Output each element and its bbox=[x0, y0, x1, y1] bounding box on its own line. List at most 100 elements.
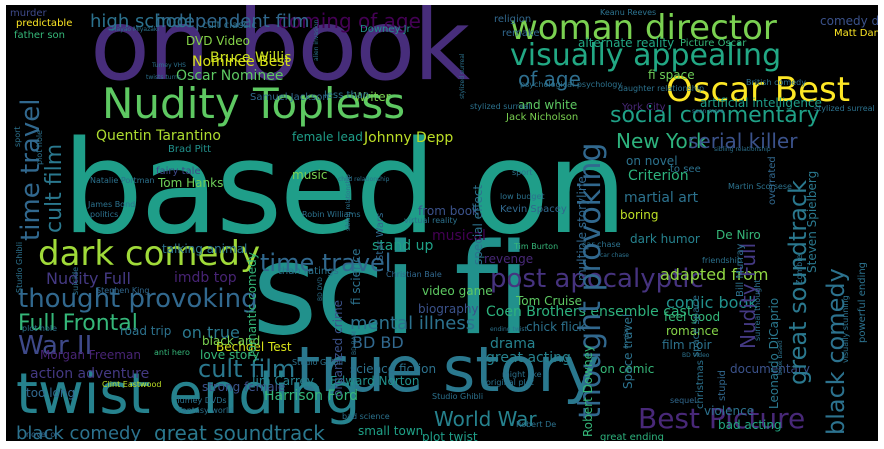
word-musical: black and bbox=[202, 334, 261, 348]
word-virtual-reality: virtual reality bbox=[404, 216, 458, 225]
word-video-game: Edward Norton bbox=[330, 374, 420, 388]
word-bruce-willis: BD BD bbox=[352, 333, 404, 352]
word-road-trip: small town bbox=[358, 424, 424, 438]
word-robert-de: sequel bbox=[670, 396, 697, 405]
word-overrated: stupid bbox=[717, 370, 728, 401]
word-on-comic: Tom Cruise bbox=[516, 294, 583, 308]
word-science-fiction: action adventure bbox=[30, 366, 150, 382]
word-remake: York City bbox=[622, 102, 666, 113]
word-harrison-ford: documentary bbox=[730, 362, 810, 376]
word-politics: plot hole bbox=[22, 324, 57, 333]
word-than-ratings: suicide bbox=[71, 266, 80, 295]
word-boring: musical bbox=[432, 228, 486, 244]
word-artificial-intelligence: Johnny Depp bbox=[364, 130, 454, 146]
word-predictable: music bbox=[292, 168, 328, 182]
word-nudity-topless: Nudity Topless bbox=[102, 79, 406, 128]
word-criterion: stand up bbox=[372, 238, 434, 254]
word-space-travel: Space travel bbox=[621, 313, 635, 389]
word-post-apocalyptic: thought provoking bbox=[18, 284, 258, 314]
word-documentary: drama bbox=[490, 336, 536, 352]
word-full-frontal: black comedy bbox=[16, 423, 142, 442]
word-car-chase: stylized surreal bbox=[814, 104, 875, 113]
word-stupid: christmas bbox=[695, 360, 706, 409]
word-cloud: based on sci fi on book true story twist… bbox=[6, 5, 878, 441]
word-time-travel: time travel bbox=[16, 98, 46, 241]
word-robin-williams: Stephen King bbox=[96, 286, 150, 295]
word-bd-video: might like bbox=[502, 370, 542, 379]
word-brit-comedy: stylized surreal bbox=[470, 102, 531, 111]
word-daughter-rel: Keanu Reeves bbox=[600, 8, 657, 17]
word-novel-or: overrated bbox=[767, 156, 778, 205]
word-zombie: BD Video bbox=[682, 352, 710, 359]
word-clint-eastwood: novel or bbox=[26, 430, 59, 439]
word-martial-art: revenge bbox=[484, 252, 534, 266]
word-stephen-king: Clint Eastwood bbox=[102, 380, 162, 389]
word-on-book: on book bbox=[90, 5, 470, 103]
word-martin-scorsese: Christian Bale bbox=[386, 270, 442, 279]
word-natalie-portman: plot hole bbox=[35, 130, 44, 165]
word-original-plot: Fantasy world bbox=[178, 406, 234, 415]
word-bd-bd: high school bbox=[90, 11, 193, 32]
word-james-bond: Studio Ghibli bbox=[15, 241, 24, 293]
word-twist-ending: twist ending bbox=[16, 362, 361, 427]
word-bill-murray: Bill Murray bbox=[735, 243, 746, 297]
word-less-than: Brad Pitt bbox=[168, 144, 212, 155]
word-tim-burton: Robin Williams bbox=[302, 210, 361, 219]
word-sequel: space space bbox=[691, 295, 702, 357]
word-bad-acting: feel good bbox=[664, 310, 721, 324]
word-special-effect: special effect bbox=[471, 184, 485, 265]
word-revenge: love story bbox=[200, 348, 260, 362]
word-bd-ram: Tumey VHS bbox=[152, 62, 186, 69]
word-female-lead: dark humor bbox=[630, 232, 700, 246]
word-child-rel: BD RAM bbox=[351, 331, 358, 355]
word-bd-dvd: twists turns bbox=[146, 74, 181, 81]
word-war-ii: New York bbox=[616, 129, 708, 153]
word-world-war: post apocalyptic bbox=[490, 264, 704, 294]
word-bad-science: Robert De bbox=[516, 420, 557, 429]
word-christian-bale: Star Wars bbox=[375, 212, 386, 261]
word-fairy-tale: martial art bbox=[624, 190, 699, 206]
word-test-fail: cult classic bbox=[202, 20, 257, 31]
word-chick-flick: science fiction bbox=[350, 362, 437, 376]
word-alternate-reality: Quentin Tarantino bbox=[96, 128, 221, 144]
word-anti-hero: bad science bbox=[342, 412, 390, 421]
word-book-based: child relationship bbox=[338, 176, 390, 183]
word-dark-humor: chick flick bbox=[526, 320, 586, 334]
word-oscar-best: Oscar Best bbox=[666, 70, 851, 110]
word-comic-book: independent film bbox=[156, 11, 310, 32]
word-kidnapping: Martin Scorsese bbox=[728, 182, 792, 191]
word-to-see: Criterion bbox=[628, 168, 689, 184]
word-bechdel-test: Harrison Ford bbox=[264, 388, 358, 404]
word-independent-film: coming of age bbox=[278, 9, 421, 33]
word-woman-director: woman director bbox=[510, 8, 777, 48]
word-sibling-rel: book based bbox=[777, 340, 784, 375]
word-fi-science: fi science bbox=[349, 248, 363, 305]
word-religion: Jack Nicholson bbox=[506, 112, 579, 123]
word-adapted-from: Full Frontal bbox=[18, 311, 138, 336]
word-writer: Bruce Willis bbox=[210, 50, 292, 66]
word-high-school: of age bbox=[518, 67, 581, 91]
word-small-town: on comic bbox=[600, 362, 655, 376]
word-matt-damon: alternate reality bbox=[578, 36, 675, 50]
word-ending-twist: BD DVD bbox=[317, 277, 324, 301]
word-dvd-video: imdb top bbox=[174, 270, 237, 286]
word-psych: sibling relationship bbox=[714, 146, 771, 153]
word-friendship: friendship bbox=[702, 256, 742, 265]
word-cult-film: cult film bbox=[42, 143, 67, 233]
word-action-adventure: great ending bbox=[600, 432, 664, 442]
word-picture-oscar: artificial intelligence bbox=[700, 96, 822, 110]
word-best-picture: time travel bbox=[260, 249, 392, 277]
word-jack-nicholson: fairy tale bbox=[156, 166, 201, 177]
word-morgan-freeman: plot twist bbox=[422, 430, 478, 441]
word-up-comedy: religion bbox=[494, 14, 532, 25]
word-on-novel: biography bbox=[418, 302, 479, 316]
word-keanu: ending twist bbox=[490, 326, 527, 333]
word-might-like: surreal thought bbox=[753, 279, 762, 341]
word-music: De Niro bbox=[716, 228, 761, 242]
word-romance: Matt Damon bbox=[834, 28, 878, 39]
word-time-loop: politics bbox=[90, 210, 119, 219]
word-dark-comedy: dark comedy bbox=[38, 234, 261, 274]
word-al-pacino: Kevin Spacey bbox=[500, 204, 567, 215]
word-cult-classic: Samuel Jackson bbox=[250, 92, 329, 103]
word-brad-pitt: Tom Hanks bbox=[158, 176, 224, 190]
